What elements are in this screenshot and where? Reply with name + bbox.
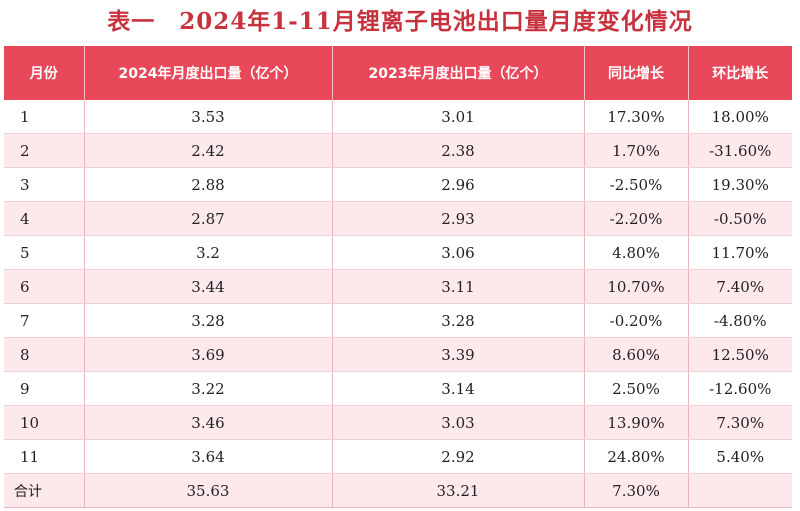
table-row: 1 3.53 3.01 17.30% 18.00% [4, 100, 792, 134]
table-cell: -12.60% [688, 371, 792, 406]
table-cell: 3.64 [84, 439, 333, 474]
table-cell: 2.42 [84, 133, 333, 168]
table-cell: 35.63 [84, 473, 333, 508]
table-cell: -2.20% [584, 201, 689, 236]
table-cell: 2.96 [332, 167, 585, 202]
table-cell: 3.69 [84, 337, 333, 372]
header-row: 月份 2024年月度出口量（亿个） 2023年月度出口量（亿个） 同比增长 环比增长 [4, 46, 792, 100]
table-cell: 2.88 [84, 167, 333, 202]
table-cell: 3.01 [332, 100, 585, 134]
table-cell: -2.50% [584, 167, 689, 202]
table-cell: 2.92 [332, 439, 585, 474]
column-header: 月份 [4, 46, 85, 100]
table-cell: 合计 [4, 473, 85, 508]
table-cell: 3.46 [84, 405, 333, 440]
table-cell: 3.11 [332, 269, 585, 304]
table-row: 2 2.42 2.38 1.70% -31.60% [4, 133, 792, 168]
export-table: 月份 2024年月度出口量（亿个） 2023年月度出口量（亿个） 同比增长 环比增长 1… [4, 46, 792, 508]
table-cell: 5 [4, 235, 85, 270]
table-row: 6 3.44 3.11 10.70% 7.40% [4, 269, 792, 304]
table-cell: 5.40% [688, 439, 792, 474]
table-cell: 1.70% [584, 133, 689, 168]
table-row: 9 3.22 3.14 2.50% -12.60% [4, 371, 792, 406]
table-cell: 3.39 [332, 337, 585, 372]
table-cell: 3.2 [84, 235, 333, 270]
table-row: 10 3.46 3.03 13.90% 7.30% [4, 405, 792, 440]
table-cell: 8.60% [584, 337, 689, 372]
table-cell: 3.28 [84, 303, 333, 338]
table-row: 合计 35.63 33.21 7.30% [4, 473, 792, 508]
table-cell: 2.93 [332, 201, 585, 236]
table-cell: 18.00% [688, 100, 792, 134]
table-row: 3 2.88 2.96 -2.50% 19.30% [4, 167, 792, 202]
table-row: 11 3.64 2.92 24.80% 5.40% [4, 439, 792, 474]
table-cell: 33.21 [332, 473, 585, 508]
table-cell: -0.20% [584, 303, 689, 338]
table-cell: 17.30% [584, 100, 689, 134]
column-header: 环比增长 [688, 46, 792, 100]
table-cell: -31.60% [688, 133, 792, 168]
table-cell: 2 [4, 133, 85, 168]
table-cell: 2.87 [84, 201, 333, 236]
table-cell: -0.50% [688, 201, 792, 236]
table-cell: 4 [4, 201, 85, 236]
table-cell: 3.22 [84, 371, 333, 406]
column-header: 同比增长 [584, 46, 689, 100]
table-cell: 4.80% [584, 235, 689, 270]
table-cell: 6 [4, 269, 85, 304]
table-cell: -4.80% [688, 303, 792, 338]
table-cell: 8 [4, 337, 85, 372]
table-row: 7 3.28 3.28 -0.20% -4.80% [4, 303, 792, 338]
table-cell: 11 [4, 439, 85, 474]
table-cell: 7.30% [584, 473, 689, 508]
table-row: 4 2.87 2.93 -2.20% -0.50% [4, 201, 792, 236]
table-row: 8 3.69 3.39 8.60% 12.50% [4, 337, 792, 372]
table-cell: 2.38 [332, 133, 585, 168]
table-body: 1 3.53 3.01 17.30% 18.00% 2 2.42 2.38 1.70% -31.6… [4, 100, 792, 508]
column-header: 2023年月度出口量（亿个） [332, 46, 585, 100]
column-header: 2024年月度出口量（亿个） [84, 46, 333, 100]
table-cell: 3.44 [84, 269, 333, 304]
table-cell: 11.70% [688, 235, 792, 270]
table-cell [688, 473, 792, 508]
table-cell: 1 [4, 100, 85, 134]
table-cell: 24.80% [584, 439, 689, 474]
table-cell: 9 [4, 371, 85, 406]
table-cell: 3.03 [332, 405, 585, 440]
table-cell: 7 [4, 303, 85, 338]
table-cell: 7.30% [688, 405, 792, 440]
table-cell: 3 [4, 167, 85, 202]
table-cell: 10 [4, 405, 85, 440]
table-cell: 2.50% [584, 371, 689, 406]
table-cell: 19.30% [688, 167, 792, 202]
table-title: 表一 2024年1-11月锂离子电池出口量月度变化情况 [107, 8, 693, 35]
table-cell: 12.50% [688, 337, 792, 372]
table-row: 5 3.2 3.06 4.80% 11.70% [4, 235, 792, 270]
table-cell: 3.14 [332, 371, 585, 406]
table-cell: 3.53 [84, 100, 333, 134]
table-cell: 3.28 [332, 303, 585, 338]
table-cell: 10.70% [584, 269, 689, 304]
table-cell: 3.06 [332, 235, 585, 270]
table-cell: 7.40% [688, 269, 792, 304]
table-cell: 13.90% [584, 405, 689, 440]
